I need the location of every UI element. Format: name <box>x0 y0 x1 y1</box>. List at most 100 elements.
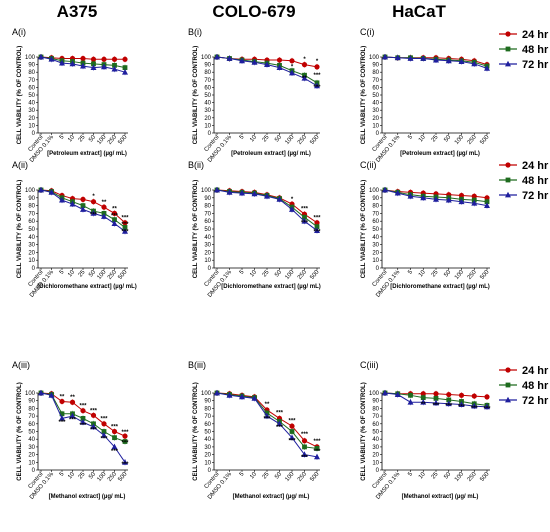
data-point <box>90 64 97 71</box>
y-tick-label: 50 <box>204 227 211 233</box>
data-point <box>101 56 107 62</box>
legend-label: 72 hr <box>522 59 549 71</box>
y-tick-label: 80 <box>372 204 379 210</box>
y-tick-label: 70 <box>204 211 211 217</box>
x-tick-label: 25 <box>431 269 440 278</box>
y-tick-label: 10 <box>28 123 35 129</box>
significance-label: *** <box>288 438 296 444</box>
significance-label: *** <box>288 418 296 424</box>
legend-marker <box>505 162 511 168</box>
data-point <box>314 82 320 89</box>
y-tick-label: 40 <box>372 235 379 241</box>
y-tick-label: 10 <box>28 460 35 466</box>
data-point <box>314 227 320 233</box>
data-point <box>122 69 128 75</box>
data-point <box>111 443 118 450</box>
x-tick-label: 100 <box>454 471 465 483</box>
data-point <box>420 55 427 61</box>
data-point <box>122 228 128 234</box>
x-tick-label: 10 <box>249 471 258 480</box>
legend-label: 48 hr <box>522 175 549 187</box>
data-point <box>122 459 128 465</box>
x-tick-label: 250 <box>297 471 308 483</box>
legend-marker <box>505 191 511 198</box>
data-point <box>69 412 76 419</box>
data-point <box>382 53 388 60</box>
y-tick-label: 0 <box>32 468 36 474</box>
y-tick-label: 30 <box>28 108 35 114</box>
data-point <box>458 392 465 398</box>
significance-label: *** <box>313 85 321 91</box>
data-point <box>301 218 308 224</box>
y-tick-label: 0 <box>208 266 212 272</box>
x-tick-label: 500 <box>117 134 128 146</box>
significance-label: ** <box>102 200 107 206</box>
legend-marker <box>505 382 511 388</box>
y-axis-label: CELL VIABILITY (% OF CONTROL) <box>361 180 367 278</box>
data-point <box>471 60 478 67</box>
data-point <box>458 198 465 205</box>
y-tick-label: 80 <box>28 70 35 76</box>
data-point <box>407 55 414 61</box>
data-point <box>80 408 86 414</box>
x-tick-label: 250 <box>297 134 308 146</box>
y-tick-label: 50 <box>372 430 379 436</box>
column-title-a375: A375 <box>57 2 98 21</box>
y-tick-label: 50 <box>28 93 35 99</box>
data-point <box>382 186 388 193</box>
x-tick-label: 50 <box>88 134 97 143</box>
data-point <box>433 399 439 406</box>
legend-label: 24 hr <box>522 29 549 41</box>
data-point <box>471 193 477 199</box>
y-tick-label: 20 <box>372 453 379 459</box>
data-point <box>382 389 388 396</box>
significance-label: ** <box>265 402 270 408</box>
data-point <box>433 56 439 63</box>
y-tick-label: 0 <box>208 468 212 474</box>
x-axis-label: [Dichloromethane extract] (µg/ mL) <box>221 284 320 290</box>
data-point <box>433 395 439 401</box>
panel-label: C(iii) <box>360 360 379 370</box>
y-tick-label: 10 <box>204 460 211 466</box>
x-axis-label: [Methanol extract] (µg/ mL) <box>233 494 310 500</box>
y-tick-label: 100 <box>25 391 36 397</box>
y-tick-label: 50 <box>204 93 211 99</box>
legend-0: 24 hr 48 hr 72 hr <box>499 29 549 71</box>
legend-marker <box>505 60 511 67</box>
data-point <box>251 395 258 401</box>
column-title-colo679: COLO-679 <box>212 2 295 21</box>
y-tick-label: 90 <box>204 399 211 405</box>
data-point <box>111 220 118 226</box>
x-tick-label: 500 <box>479 269 490 281</box>
column-title-hacat: HaCaT <box>392 2 446 21</box>
y-tick-label: 50 <box>28 430 35 436</box>
panel-label: C(i) <box>360 27 375 37</box>
data-point <box>59 59 65 66</box>
x-tick-label: 100 <box>96 471 107 483</box>
data-point <box>276 57 283 63</box>
significance-label: *** <box>432 403 440 409</box>
y-tick-label: 20 <box>204 453 211 459</box>
x-tick-label: 5 <box>239 134 246 141</box>
panel-label: B(i) <box>188 27 202 37</box>
data-point <box>264 193 270 199</box>
x-tick-label: 500 <box>117 269 128 281</box>
y-axis-label: CELL VIABILITY (% OF CONTROL) <box>361 46 367 144</box>
x-tick-label: 5 <box>239 269 246 276</box>
panel-label: A(iii) <box>12 360 30 370</box>
y-tick-label: 20 <box>372 116 379 122</box>
data-point <box>80 55 86 62</box>
data-point <box>48 56 55 62</box>
legend-marker <box>505 177 511 183</box>
legend-label: 24 hr <box>522 160 549 172</box>
data-point <box>122 433 128 439</box>
y-tick-label: 100 <box>201 188 212 194</box>
data-point <box>314 453 320 460</box>
data-point <box>314 446 320 451</box>
significance-label: *** <box>90 213 98 219</box>
data-point <box>302 214 307 220</box>
significance-label: *** <box>313 230 321 236</box>
y-tick-label: 100 <box>25 188 36 194</box>
x-tick-label: 10 <box>249 134 258 143</box>
x-tick-label: 5 <box>59 269 66 276</box>
